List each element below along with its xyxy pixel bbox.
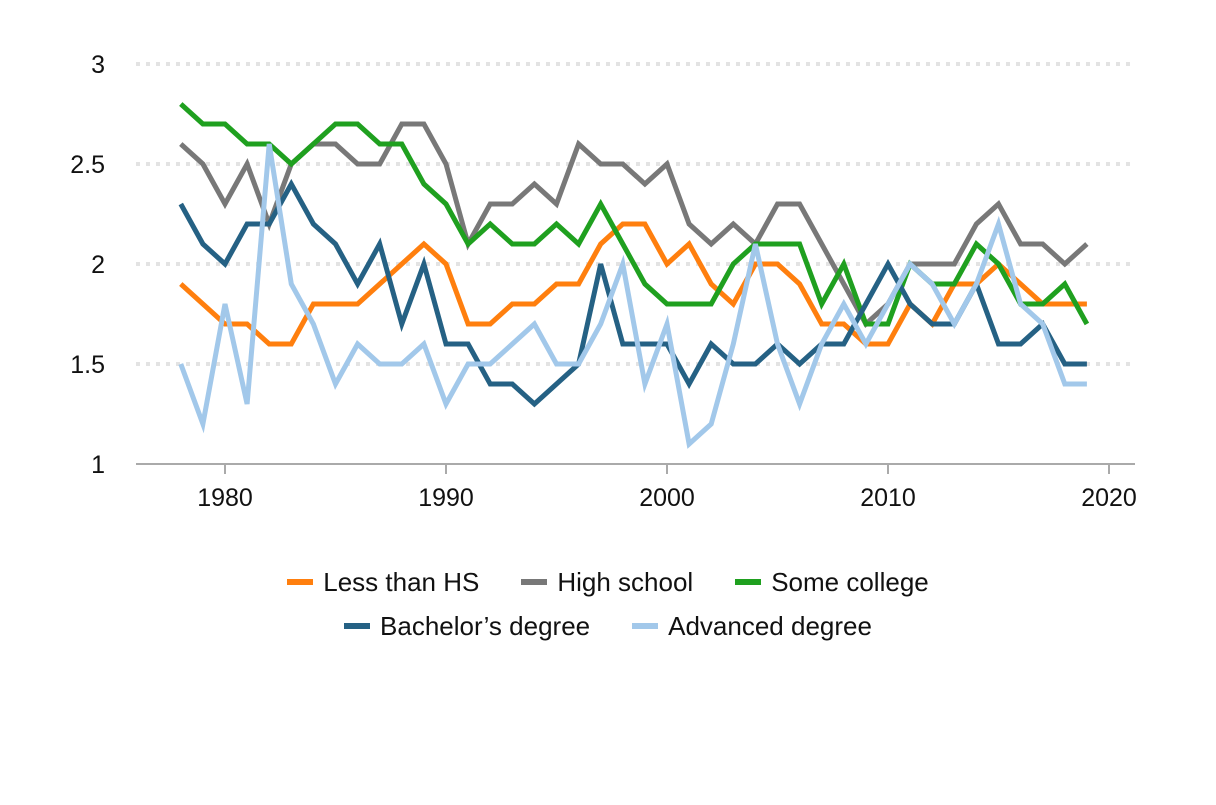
x-tick-label: 2010 — [860, 484, 916, 512]
swatch-some-college — [735, 579, 762, 585]
swatch-advanced-degree — [632, 623, 659, 629]
x-tick-label: 1980 — [197, 484, 253, 512]
legend-label: Bachelor’s degree — [380, 610, 591, 641]
legend-label: Less than HS — [323, 566, 480, 597]
series-line-some-college — [179, 102, 1090, 327]
legend-row-1: Less than HS High school Some college — [0, 560, 1216, 604]
x-tick-label: 2020 — [1081, 484, 1137, 512]
legend-item-bachelors-degree: Bachelor’s degree — [344, 611, 590, 642]
legend-item-high-school: High school — [521, 567, 693, 598]
x-axis: 1980 1990 2000 2010 2020 — [136, 463, 1137, 512]
line-chart: 1 1.5 2 2.5 3 1980 1990 2000 2010 2020 — [70, 51, 1137, 512]
x-tick-label: 1990 — [418, 484, 474, 512]
y-tick-label: 3 — [91, 51, 105, 79]
series-line-bachelor-s-degree — [178, 178, 1087, 408]
series-line-less-than-hs — [179, 221, 1087, 347]
legend-item-some-college: Some college — [735, 567, 929, 598]
y-tick-label: 2.5 — [70, 151, 105, 179]
y-tick-label: 1.5 — [70, 351, 105, 379]
series-line-high-school — [179, 121, 1089, 328]
legend-label: Advanced degree — [668, 610, 872, 641]
gridlines — [136, 62, 1135, 366]
x-tick-label: 2000 — [639, 484, 695, 512]
legend: Less than HS High school Some college Ba… — [0, 560, 1216, 648]
legend-item-advanced-degree: Advanced degree — [632, 611, 872, 642]
legend-item-less-than-hs: Less than HS — [287, 567, 479, 598]
legend-label: Some college — [771, 566, 929, 597]
series-line-advanced-degree — [178, 143, 1087, 449]
y-tick-label: 1 — [91, 451, 105, 479]
series-lines — [178, 102, 1090, 449]
y-tick-label: 2 — [91, 251, 105, 279]
legend-label: High school — [557, 566, 694, 597]
y-axis: 1 1.5 2 2.5 3 — [70, 51, 105, 479]
swatch-bachelors-degree — [344, 623, 371, 629]
swatch-less-than-hs — [287, 579, 314, 585]
legend-row-2: Bachelor’s degree Advanced degree — [0, 604, 1216, 648]
swatch-high-school — [521, 579, 548, 585]
